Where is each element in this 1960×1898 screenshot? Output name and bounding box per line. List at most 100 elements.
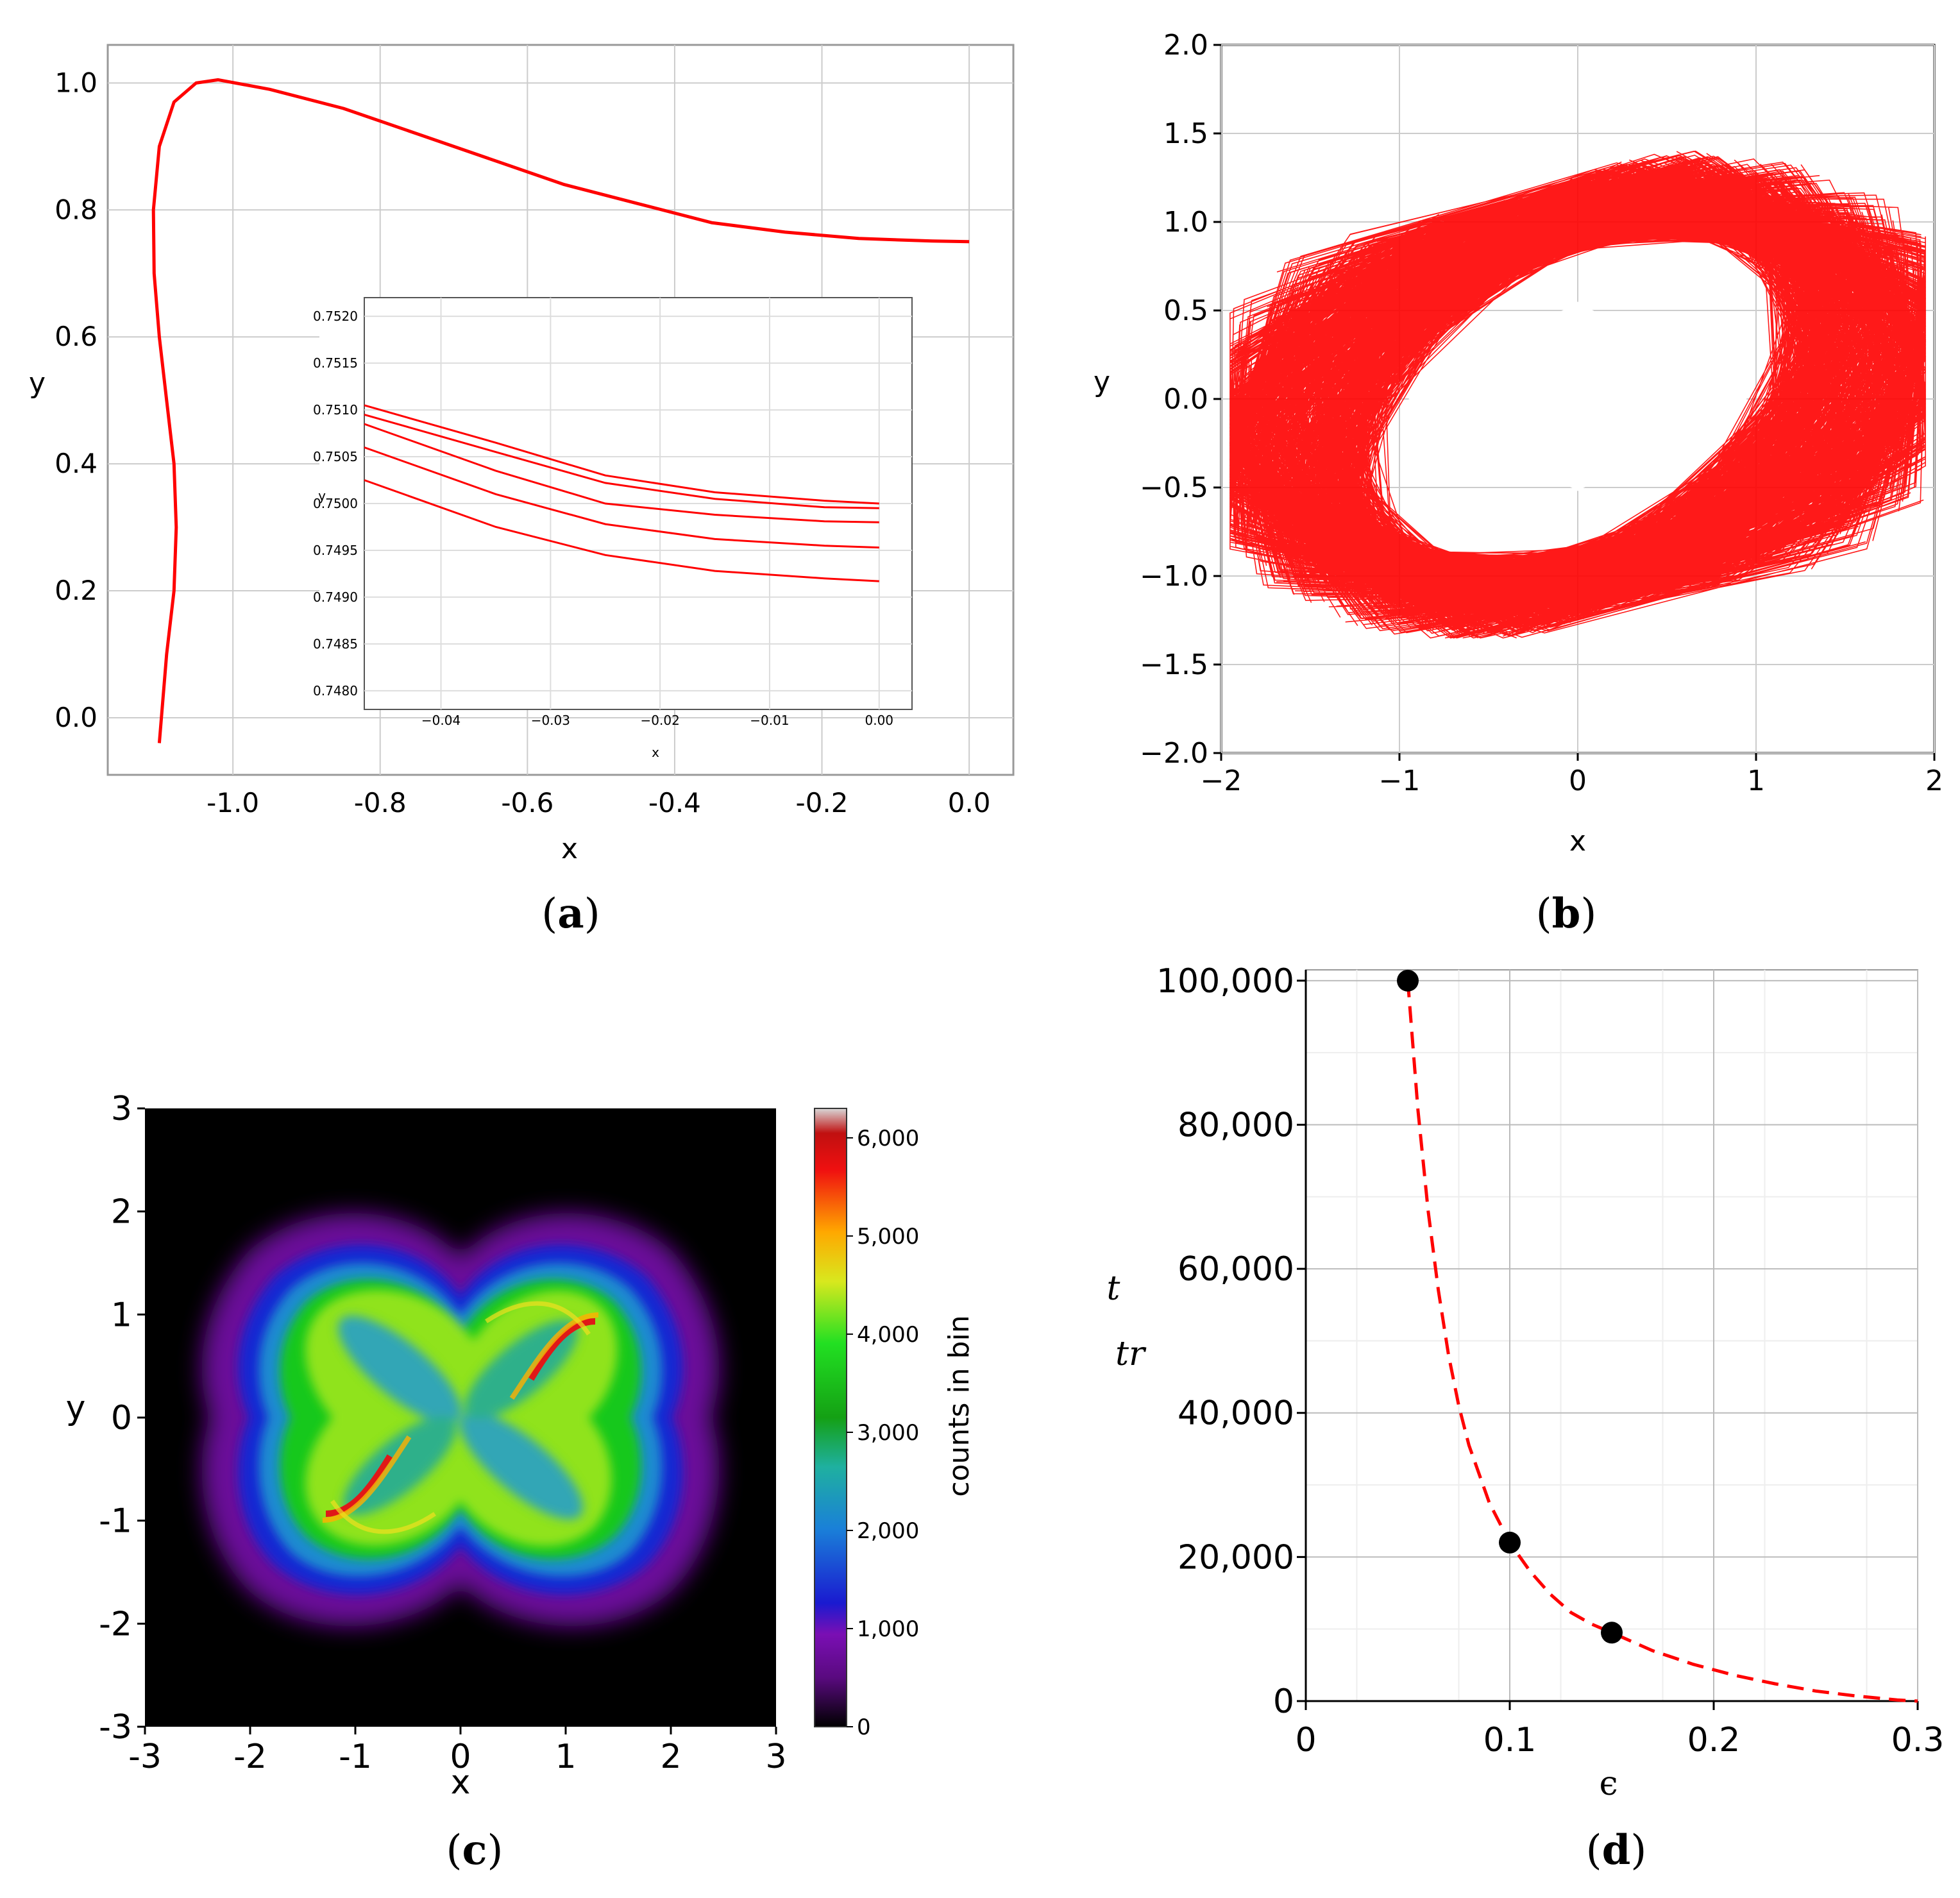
panel-b-ytick-label: 2.0	[1163, 29, 1208, 62]
heatmap-ridges	[322, 1301, 599, 1534]
panel-b: −2 −1 0 1 2 −2.0 −1.5 −1.0 −0.5 0.0 0.5 1.0 1.5 2.0 x…	[1094, 29, 1943, 938]
panel-d-xtick-label: 0.1	[1483, 1721, 1537, 1759]
inset-xlabel: x	[652, 745, 659, 760]
inset-ticks: −0.04 −0.03 −0.02 −0.01 0.00 0.7480 0.7485 0.74…	[313, 309, 893, 728]
inset-branch-2	[364, 413, 879, 509]
panel-d-xtick-label: 0	[1295, 1721, 1316, 1759]
upper-right-ridge-shoulder	[509, 1312, 599, 1400]
panel-b-xtick-label: 1	[1747, 765, 1765, 797]
panel-c-ytick-label: -3	[99, 1708, 132, 1747]
upper-right-arc	[485, 1301, 591, 1335]
inset-branch-3	[364, 423, 879, 523]
panel-c-xlabel: x	[451, 1763, 471, 1802]
colorbar-tick-label: 5,000	[857, 1224, 919, 1250]
panel-a-ytick-label: 0.6	[55, 321, 97, 352]
panel-a-xlabel: x	[561, 833, 578, 865]
upper-right-ridge	[528, 1318, 596, 1381]
trajectory-line	[151, 78, 970, 743]
panel-a-ytick-label: 0.4	[55, 448, 97, 479]
panel-c-ylabel: y	[66, 1389, 86, 1427]
data-point-2	[1499, 1531, 1521, 1554]
panel-a-xtick-label: -1.0	[207, 787, 259, 818]
panel-c-xtick-label: 0	[450, 1738, 471, 1776]
inset-ytick-label: 0.7485	[313, 636, 358, 652]
panel-b-ytick-label: −1.5	[1140, 648, 1208, 681]
inset-ytick-label: 0.7520	[313, 309, 358, 324]
inset-ytick-label: 0.7490	[313, 589, 358, 605]
panel-a-xtick-label: -0.2	[796, 787, 849, 818]
panel-b-ytick-label: −2.0	[1140, 737, 1208, 770]
panel-a-xtick-label: -0.4	[648, 787, 701, 818]
panel-c-ytick-label: -2	[99, 1605, 132, 1643]
panel-c-ytick-label: 1	[111, 1296, 132, 1334]
panel-a: -1.0 -0.8 -0.6 -0.4 -0.2 0.0 0.0 0.2 0.4 0.6 0.8 1.…	[29, 44, 1015, 938]
panel-b-series	[1229, 150, 1927, 639]
panel-b-ytick-label: 0.0	[1163, 383, 1208, 416]
colorbar-tick-label: 2,000	[857, 1518, 919, 1544]
panel-b-xtick-label: −2	[1201, 765, 1242, 797]
panel-a-xtick-label: 0.0	[948, 787, 991, 818]
inset-ytick-label: 0.7495	[313, 543, 358, 558]
panel-c-xtick-label: 1	[555, 1738, 576, 1776]
panel-d-ylabel-main: t	[1107, 1269, 1120, 1308]
panel-d-xtick-label: 0.2	[1687, 1721, 1741, 1759]
panel-c-xtick-label: 3	[765, 1738, 786, 1776]
panel-d-ytick-label: 20,000	[1178, 1538, 1294, 1577]
panel-c: -3 -2 -1 0 1 2 3 -3 -2 -1 0 1 2 3 x y 0 1,000 2,000 3,00…	[66, 1090, 976, 1874]
panel-c-ytick-label: 2	[111, 1193, 132, 1232]
panel-b-ticks: −2 −1 0 1 2 −2.0 −1.5 −1.0 −0.5 0.0 0.5 1.0 1.5 2.0	[1140, 29, 1943, 797]
inset-xtick-label: −0.01	[750, 713, 789, 728]
panel-c-xtick-label: -3	[128, 1738, 162, 1776]
panel-d-ytick-label: 0	[1273, 1682, 1294, 1721]
inset-xtick-label: −0.02	[641, 713, 680, 728]
panel-c-xtick-label: -1	[339, 1738, 372, 1776]
panel-c-label: (c)	[446, 1826, 503, 1874]
panel-b-ytick-label: 0.5	[1163, 294, 1208, 327]
panel-b-ylabel: y	[1094, 366, 1110, 398]
colorbar-label: counts in bin	[943, 1315, 976, 1496]
inset-ytick-label: 0.7515	[313, 355, 358, 371]
panel-a-label: (a)	[541, 890, 600, 938]
panel-b-ytick-label: 1.0	[1163, 206, 1208, 239]
panel-d-xlabel: ϵ	[1599, 1765, 1618, 1803]
lower-left-ridge-shoulder	[322, 1435, 412, 1523]
colorbar-ticks: 0 1,000 2,000 3,000 4,000 5,000 6,000	[847, 1126, 919, 1740]
fitted-curve	[1406, 980, 1918, 1703]
panel-c-ytick-label: 3	[111, 1090, 132, 1128]
colorbar-tick-label: 0	[857, 1715, 871, 1740]
panel-a-xtick-label: -0.6	[501, 787, 553, 818]
panel-d-ytick-label: 60,000	[1178, 1250, 1294, 1289]
inset-branch-4	[364, 446, 879, 549]
inset-xtick-label: −0.03	[531, 713, 570, 728]
colorbar-tick-label: 4,000	[857, 1322, 919, 1348]
panel-d-xtick-label: 0.3	[1891, 1721, 1945, 1759]
panel-b-xtick-label: 2	[1925, 765, 1943, 797]
inset-ytick-label: 0.7500	[313, 496, 358, 511]
panel-c-xtick-label: 2	[660, 1738, 681, 1776]
panel-b-ytick-label: 1.5	[1163, 117, 1208, 150]
colorbar	[814, 1108, 847, 1727]
panel-a-ylabel: y	[29, 367, 46, 400]
panel-d: 0 0.1 0.2 0.3 0 20,000 40,000 60,000 80,000 100,0…	[1107, 962, 1945, 1874]
inset-ylabel: y	[318, 488, 326, 504]
panel-a-ytick-label: 0.0	[55, 702, 97, 733]
inset-series	[364, 404, 879, 582]
panel-c-ticks: -3 -2 -1 0 1 2 3 -3 -2 -1 0 1 2 3	[99, 1090, 786, 1776]
inset-xtick-label: −0.04	[421, 713, 460, 728]
panel-c-xtick-label: -2	[233, 1738, 267, 1776]
colorbar-tick-label: 3,000	[857, 1420, 919, 1446]
inset-ytick-label: 0.7510	[313, 402, 358, 418]
panel-d-ytick-label: 40,000	[1178, 1394, 1294, 1433]
panel-d-label: (d)	[1586, 1826, 1647, 1874]
colorbar-tick-label: 6,000	[857, 1126, 919, 1151]
inset-ytick-label: 0.7480	[313, 683, 358, 699]
heatmap	[201, 1213, 720, 1627]
panel-b-xtick-label: −1	[1379, 765, 1421, 797]
inset-xtick-label: 0.00	[865, 713, 893, 728]
inset-branch-1	[364, 404, 879, 505]
panel-d-ytick-label: 80,000	[1178, 1106, 1294, 1144]
panel-b-xlabel: x	[1569, 825, 1586, 858]
data-point-3	[1601, 1622, 1623, 1644]
panel-a-ytick-label: 0.2	[55, 575, 97, 606]
